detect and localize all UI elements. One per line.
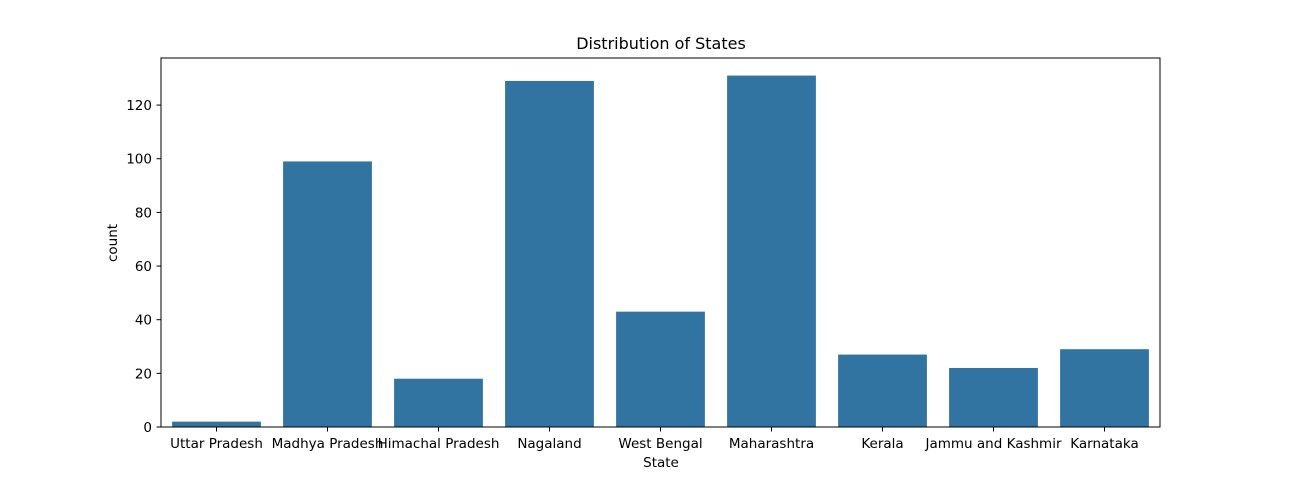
y-tick-label: 80 — [135, 205, 152, 221]
y-ticks-group: 0 20 40 60 80 100 120 — [126, 98, 161, 436]
bar-maharashtra — [727, 75, 816, 427]
bar-jammu-and-kashmir — [949, 367, 1038, 427]
y-tick-label: 40 — [135, 313, 152, 329]
x-tick-label: Madhya Pradesh — [272, 436, 384, 452]
bar-west-bengal — [616, 311, 705, 427]
y-axis-label: count — [105, 224, 121, 262]
bar-madhya-pradesh — [283, 161, 372, 428]
x-tick-label: Nagaland — [517, 436, 581, 452]
bar-nagaland — [505, 80, 594, 427]
x-axis-label: State — [643, 455, 679, 471]
bars-group — [172, 75, 1149, 428]
x-tick-label: Uttar Pradesh — [170, 436, 263, 452]
bar-kerala — [838, 354, 927, 427]
bar-uttar-pradesh — [172, 421, 261, 427]
y-tick-label: 120 — [126, 98, 152, 114]
bar-karnataka — [1060, 349, 1149, 427]
x-tick-label: Himachal Pradesh — [378, 436, 500, 452]
y-tick-label: 100 — [126, 152, 152, 168]
x-tick-label: Maharashtra — [729, 436, 814, 452]
y-tick-label: 0 — [143, 420, 152, 436]
x-tick-label: Jammu and Kashmir — [924, 436, 1061, 452]
bar-himachal-pradesh — [394, 378, 483, 427]
y-tick-label: 60 — [135, 259, 152, 275]
chart-title: Distribution of States — [576, 34, 746, 53]
x-tick-label: Karnataka — [1070, 436, 1138, 452]
x-tick-label: West Bengal — [618, 436, 702, 452]
y-tick-label: 20 — [135, 366, 152, 382]
plot-frame — [160, 57, 1161, 428]
x-tick-label: Kerala — [861, 436, 903, 452]
